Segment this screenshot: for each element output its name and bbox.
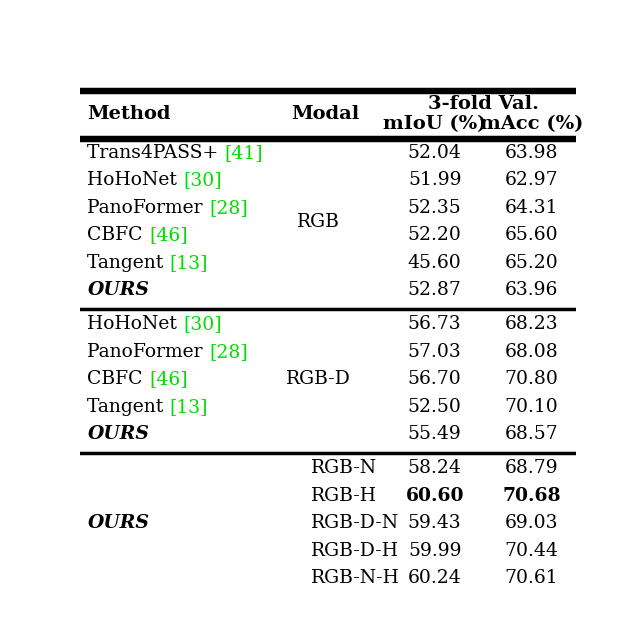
Text: [28]: [28] [209, 199, 248, 217]
Text: RGB-H: RGB-H [310, 487, 376, 505]
Text: PanoFormer: PanoFormer [88, 199, 209, 217]
Text: 69.03: 69.03 [504, 515, 558, 532]
Text: 60.24: 60.24 [408, 569, 461, 587]
Text: OURS: OURS [88, 515, 149, 532]
Text: CBFC: CBFC [88, 370, 149, 388]
Text: PanoFormer: PanoFormer [88, 343, 209, 361]
Text: Modal: Modal [291, 106, 359, 123]
Text: 52.35: 52.35 [408, 199, 461, 217]
Text: OURS: OURS [88, 425, 149, 443]
Text: Tangent: Tangent [88, 398, 170, 416]
Text: 52.20: 52.20 [408, 226, 461, 244]
Text: 59.43: 59.43 [408, 515, 461, 532]
Text: 64.31: 64.31 [504, 199, 558, 217]
Text: [30]: [30] [183, 315, 222, 333]
Text: [46]: [46] [149, 370, 188, 388]
Text: 62.97: 62.97 [504, 172, 558, 190]
Text: HoHoNet: HoHoNet [88, 172, 183, 190]
Text: 60.60: 60.60 [405, 487, 464, 505]
Text: Tangent: Tangent [88, 254, 170, 272]
Text: 65.60: 65.60 [504, 226, 558, 244]
Text: 70.61: 70.61 [504, 569, 558, 587]
Text: 56.70: 56.70 [408, 370, 461, 388]
Text: 68.57: 68.57 [504, 425, 558, 443]
Text: 52.04: 52.04 [408, 144, 461, 162]
Text: OURS: OURS [88, 281, 149, 299]
Text: 52.50: 52.50 [408, 398, 461, 416]
Text: [28]: [28] [209, 343, 248, 361]
Text: RGB-N-H: RGB-N-H [310, 569, 399, 587]
Text: RGB: RGB [297, 212, 339, 231]
Text: 63.98: 63.98 [504, 144, 558, 162]
Text: [13]: [13] [170, 398, 208, 416]
Text: CBFC: CBFC [88, 226, 149, 244]
Text: Trans4PASS+: Trans4PASS+ [88, 144, 225, 162]
Text: 45.60: 45.60 [408, 254, 461, 272]
Text: 57.03: 57.03 [408, 343, 461, 361]
Text: 63.96: 63.96 [505, 281, 558, 299]
Text: RGB-D-H: RGB-D-H [310, 542, 399, 560]
Text: [41]: [41] [225, 144, 263, 162]
Text: 70.44: 70.44 [504, 542, 558, 560]
Text: 59.99: 59.99 [408, 542, 461, 560]
Text: 56.73: 56.73 [408, 315, 461, 333]
Text: 70.10: 70.10 [504, 398, 558, 416]
Text: 52.87: 52.87 [408, 281, 461, 299]
Text: Method: Method [88, 106, 171, 123]
Text: 3-fold Val.: 3-fold Val. [428, 95, 538, 113]
Text: 58.24: 58.24 [408, 459, 461, 478]
Text: RGB-N: RGB-N [310, 459, 377, 478]
Text: [13]: [13] [170, 254, 208, 272]
Text: 68.23: 68.23 [504, 315, 558, 333]
Text: HoHoNet: HoHoNet [88, 315, 183, 333]
Text: 65.20: 65.20 [504, 254, 558, 272]
Text: 68.08: 68.08 [504, 343, 558, 361]
Text: mAcc (%): mAcc (%) [479, 115, 583, 134]
Text: 68.79: 68.79 [504, 459, 558, 478]
Text: RGB-D: RGB-D [285, 370, 351, 388]
Text: mIoU (%): mIoU (%) [383, 115, 486, 134]
Text: 55.49: 55.49 [408, 425, 461, 443]
Text: [46]: [46] [149, 226, 188, 244]
Text: 70.80: 70.80 [504, 370, 558, 388]
Text: 51.99: 51.99 [408, 172, 461, 190]
Text: [30]: [30] [183, 172, 222, 190]
Text: 70.68: 70.68 [502, 487, 561, 505]
Text: RGB-D-N: RGB-D-N [310, 515, 399, 532]
